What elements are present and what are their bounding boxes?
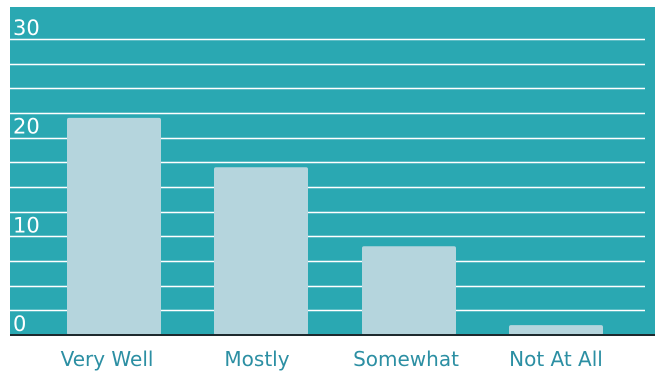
x-category-label: Somewhat: [353, 347, 459, 371]
y-tick-label: 20: [13, 115, 40, 139]
y-tick-label: 0: [13, 312, 26, 336]
x-category-label: Not At All: [509, 347, 603, 371]
bar-mostly: [214, 167, 308, 335]
bar-very-well: [67, 117, 161, 335]
y-tick-label: 10: [13, 213, 40, 237]
bar-somewhat: [362, 246, 456, 335]
y-tick-label: 30: [13, 16, 40, 40]
x-category-labels: Very Well Mostly Somewhat Not At All: [61, 347, 603, 371]
bar-not-at-all: [509, 325, 603, 335]
x-category-label: Mostly: [224, 347, 289, 371]
bars: [67, 117, 603, 335]
x-category-label: Very Well: [61, 347, 154, 371]
y-tick-labels: 0 10 20 30: [13, 16, 40, 336]
